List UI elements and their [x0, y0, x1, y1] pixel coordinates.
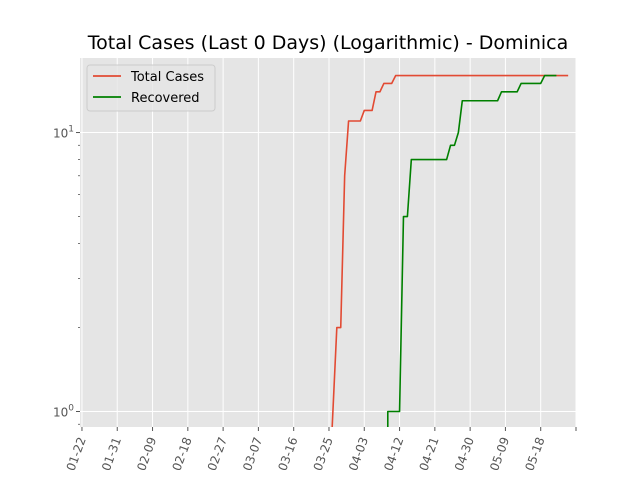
plot-area [80, 58, 576, 427]
x-tick-label: 04-21 [417, 435, 442, 473]
x-tick-label: 01-31 [99, 435, 124, 473]
x-tick-label: 05-09 [487, 435, 512, 473]
y-tick-label: 101 [53, 125, 74, 141]
x-tick-label: 01-22 [64, 435, 89, 473]
y-tick-label: 100 [53, 404, 74, 420]
x-tick-label: 03-16 [275, 435, 300, 473]
series-line-recovered [386, 74, 557, 427]
x-tick-label: 02-09 [134, 435, 159, 473]
series-line-total-cases [331, 74, 569, 427]
x-tick-label: 04-12 [381, 435, 406, 473]
x-tick-label: 02-27 [205, 435, 230, 473]
x-tick-label: 03-07 [240, 435, 265, 473]
chart-title: Total Cases (Last 0 Days) (Logarithmic) … [87, 32, 568, 54]
x-tick-label: 03-25 [311, 435, 336, 473]
legend-label: Recovered [131, 91, 200, 106]
x-tick-label: 04-03 [346, 435, 371, 473]
grid [80, 58, 577, 427]
x-tick-label: 05-18 [522, 435, 547, 473]
legend-label: Total Cases [130, 70, 204, 85]
series-lines [331, 74, 569, 427]
x-tick-label: 04-30 [452, 435, 477, 473]
x-tick-label: 02-18 [170, 435, 195, 473]
legend: Total Cases Recovered [86, 64, 216, 112]
